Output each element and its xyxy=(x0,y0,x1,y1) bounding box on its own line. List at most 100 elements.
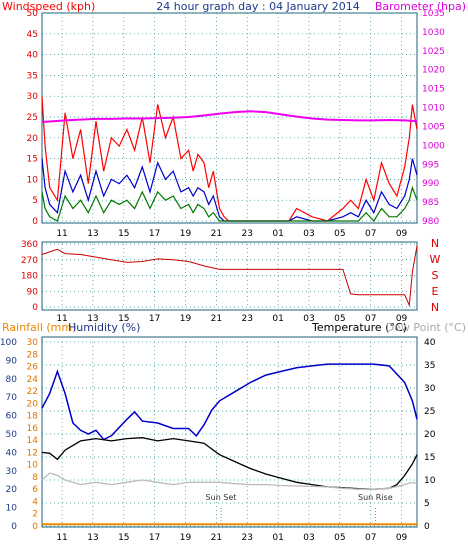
wind-x-tick-label: 21 xyxy=(211,229,222,239)
humidity-y-tick-label: 90 xyxy=(6,356,18,366)
baro-y-tick-label: 1035 xyxy=(422,9,445,19)
temp-x-tick-label: 11 xyxy=(56,533,67,543)
baro-y-tick-label: 1005 xyxy=(422,122,445,132)
humidity-y-tick-label: 80 xyxy=(6,375,18,385)
temperature-axis-label: Temperature (°C) xyxy=(311,321,407,334)
humidity-y-tick-label: 20 xyxy=(6,485,18,495)
humidity-axis-label: Humidity (%) xyxy=(68,321,140,334)
wind-x-tick-label: 01 xyxy=(272,229,283,239)
compass-label: N xyxy=(431,301,439,314)
barometer-axis-label: Barometer (hpa) xyxy=(375,0,466,13)
direction-panel-frame xyxy=(41,241,418,311)
temp-x-tick-label: 05 xyxy=(334,533,345,543)
temp-x-tick-label: 07 xyxy=(365,533,376,543)
temp-x-tick-label: 01 xyxy=(272,533,283,543)
wind-x-tick-label: 03 xyxy=(303,229,314,239)
compass-label: E xyxy=(432,285,439,298)
dir-x-tick-label: 21 xyxy=(211,314,222,324)
wind-x-tick-label: 17 xyxy=(149,229,160,239)
dir-x-tick-label: 23 xyxy=(242,314,253,324)
barometer-line xyxy=(41,110,418,123)
temp-x-tick-label: 09 xyxy=(396,533,408,543)
wind-panel-title: 24 hour graph day : 04 January 2014 xyxy=(156,0,360,13)
wind-x-tick-label: 09 xyxy=(396,229,408,239)
rain-y-tick-label: 4 xyxy=(32,497,38,507)
temp-y-tick-label: 15 xyxy=(424,453,435,463)
wind-y-tick-label: 10 xyxy=(27,175,39,185)
wind-x-tick-label: 19 xyxy=(180,229,192,239)
rain-y-tick-label: 0 xyxy=(32,522,38,532)
dir-x-tick-label: 17 xyxy=(149,314,160,324)
wind-y-tick-label: 50 xyxy=(27,9,39,19)
dir-y-tick-label: 180 xyxy=(21,272,38,282)
compass-label: N xyxy=(431,237,439,250)
rain-y-tick-label: 12 xyxy=(27,448,38,458)
wind-y-tick-label: 15 xyxy=(27,155,38,165)
baro-y-tick-label: 1025 xyxy=(422,47,445,57)
dir-x-tick-label: 07 xyxy=(365,314,376,324)
rain-y-tick-label: 26 xyxy=(27,363,39,373)
humidity-y-tick-label: 100 xyxy=(0,338,17,348)
temp-y-tick-label: 0 xyxy=(424,522,430,532)
dir-x-tick-label: 09 xyxy=(396,314,408,324)
dew-line xyxy=(41,472,418,490)
label-layer: 5045403530252015105010351030102510201015… xyxy=(0,9,445,543)
wind-x-tick-label: 07 xyxy=(365,229,376,239)
gust-wind-line xyxy=(41,96,418,222)
dir-x-tick-label: 13 xyxy=(87,314,98,324)
rain-y-tick-label: 14 xyxy=(27,436,39,446)
wind-y-tick-label: 40 xyxy=(27,51,39,61)
humidity-y-tick-label: 0 xyxy=(11,522,17,532)
windspeed-axis-label: Windspeed (kph) xyxy=(2,0,95,13)
temp-x-tick-label: 17 xyxy=(149,533,160,543)
sun-annotation: Sun Rise xyxy=(358,493,393,502)
sun-annotation: Sun Set xyxy=(206,493,237,502)
wind-x-tick-label: 05 xyxy=(334,229,345,239)
rain-y-tick-label: 20 xyxy=(27,399,39,409)
series-layer xyxy=(41,96,418,526)
dir-y-tick-label: 0 xyxy=(32,303,38,313)
wind-y-tick-label: 45 xyxy=(27,30,38,40)
baro-y-tick-label: 1020 xyxy=(422,66,445,76)
wind-x-tick-label: 11 xyxy=(56,229,67,239)
avg-wind-line xyxy=(41,158,418,222)
temp-x-tick-label: 21 xyxy=(211,533,222,543)
dir-y-tick-label: 360 xyxy=(21,240,38,250)
wind-direction-line xyxy=(41,245,418,308)
temp-x-tick-label: 15 xyxy=(118,533,129,543)
baro-y-tick-label: 1010 xyxy=(422,104,445,114)
wind-y-tick-label: 30 xyxy=(27,92,39,102)
dir-y-tick-label: 90 xyxy=(27,287,39,297)
humidity-y-tick-label: 60 xyxy=(6,412,18,422)
rain-y-tick-label: 8 xyxy=(32,473,38,483)
humidity-y-tick-label: 10 xyxy=(6,504,18,514)
rain-y-tick-label: 2 xyxy=(32,510,38,520)
wind-y-tick-label: 20 xyxy=(27,134,39,144)
dir-y-tick-label: 270 xyxy=(21,256,38,266)
rain-y-tick-label: 10 xyxy=(27,461,39,471)
baro-y-tick-label: 985 xyxy=(422,198,439,208)
dir-x-tick-label: 03 xyxy=(303,314,314,324)
baro-y-tick-label: 1000 xyxy=(422,141,445,151)
rainfall-axis-label: Rainfall (mm) xyxy=(2,321,76,334)
dir-x-tick-label: 15 xyxy=(118,314,129,324)
wind-y-tick-label: 5 xyxy=(32,196,38,206)
wind-x-tick-label: 13 xyxy=(87,229,98,239)
rain-y-tick-label: 24 xyxy=(27,375,39,385)
temp-panel-frame xyxy=(41,336,418,528)
temp-x-tick-label: 13 xyxy=(87,533,98,543)
baro-y-tick-label: 1030 xyxy=(422,28,445,38)
wind-y-tick-label: 35 xyxy=(27,71,38,81)
dewpoint-axis-label: Dew Point (°C) xyxy=(386,321,466,334)
rain-y-tick-label: 16 xyxy=(27,424,39,434)
rain-y-tick-label: 30 xyxy=(27,338,39,348)
wind-y-tick-label: 0 xyxy=(32,217,38,227)
temp-y-tick-label: 10 xyxy=(424,476,436,486)
wind-x-tick-label: 23 xyxy=(242,229,253,239)
temp-x-tick-label: 03 xyxy=(303,533,314,543)
humidity-line xyxy=(41,363,418,441)
temp-y-tick-label: 30 xyxy=(424,384,436,394)
compass-label: S xyxy=(432,269,439,282)
temp-y-tick-label: 25 xyxy=(424,407,435,417)
